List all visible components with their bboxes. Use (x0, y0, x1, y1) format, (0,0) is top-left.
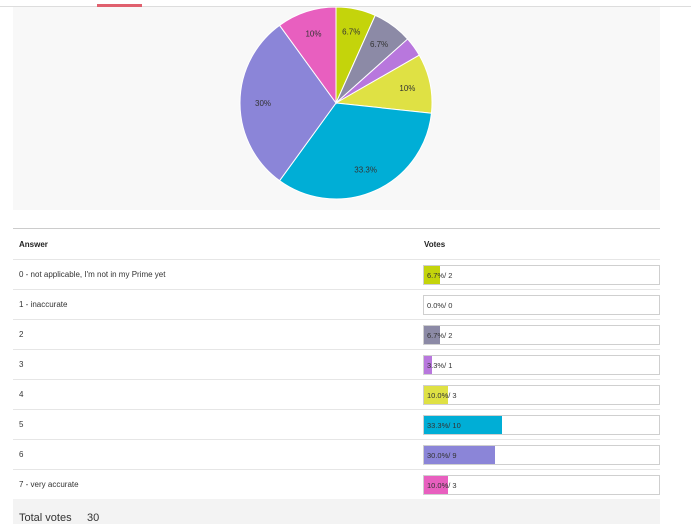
table-row: 4 10.0%/ 3 (13, 379, 660, 410)
table-row: 2 6.7%/ 2 (13, 319, 660, 350)
table-row: 6 30.0%/ 9 (13, 439, 660, 470)
answer-label: 4 (19, 390, 23, 399)
vote-text: 0.0%/ 0 (427, 301, 452, 310)
vote-bar: 6.7%/ 2 (423, 325, 660, 345)
pie-slice-label: 6.7% (342, 28, 360, 37)
total-votes-value: 30 (87, 512, 99, 524)
table-row: 1 - inaccurate 0.0%/ 0 (13, 289, 660, 320)
vote-text: 6.7%/ 2 (427, 331, 452, 340)
answer-label: 5 (19, 420, 23, 429)
pie-slice-label: 10% (305, 30, 321, 39)
answer-label: 6 (19, 450, 23, 459)
answer-label: 2 (19, 330, 23, 339)
vote-bar: 6.7%/ 2 (423, 265, 660, 285)
pie-slice-label: 6.7% (370, 40, 388, 49)
answer-label: 3 (19, 360, 23, 369)
answer-label: 7 - very accurate (19, 480, 79, 489)
total-votes-label: Total votes (19, 512, 72, 524)
pie-chart: 6.7% 6.7% 10% 33.3% 30% 10% (13, 7, 660, 210)
votes-column-header: Votes (424, 240, 445, 249)
vote-bar: 10.0%/ 3 (423, 475, 660, 495)
vote-bar: 10.0%/ 3 (423, 385, 660, 405)
vote-text: 10.0%/ 3 (427, 481, 457, 490)
total-votes-footer: Total votes 30 (13, 499, 660, 524)
results-table: Answer Votes 0 - not applicable, I'm not… (13, 228, 660, 500)
vote-text: 33.3%/ 10 (427, 421, 461, 430)
vote-bar: 3.3%/ 1 (423, 355, 660, 375)
table-row: 3 3.3%/ 1 (13, 349, 660, 380)
vote-text: 6.7%/ 2 (427, 271, 452, 280)
table-row: 0 - not applicable, I'm not in my Prime … (13, 259, 660, 290)
vote-bar: 30.0%/ 9 (423, 445, 660, 465)
vote-text: 10.0%/ 3 (427, 391, 457, 400)
vote-text: 30.0%/ 9 (427, 451, 457, 460)
pie-chart-panel: 6.7% 6.7% 10% 33.3% 30% 10% (13, 7, 660, 210)
pie-slice-label: 33.3% (354, 166, 377, 175)
table-row: 7 - very accurate 10.0%/ 3 (13, 469, 660, 500)
table-row: 5 33.3%/ 10 (13, 409, 660, 440)
answer-label: 1 - inaccurate (19, 300, 67, 309)
vote-bar: 0.0%/ 0 (423, 295, 660, 315)
pie-slice-label: 30% (255, 99, 271, 108)
vote-bar: 33.3%/ 10 (423, 415, 660, 435)
pie-slice-label: 10% (399, 84, 415, 93)
answer-label: 0 - not applicable, I'm not in my Prime … (19, 270, 165, 279)
vote-text: 3.3%/ 1 (427, 361, 452, 370)
answer-column-header: Answer (19, 240, 48, 249)
